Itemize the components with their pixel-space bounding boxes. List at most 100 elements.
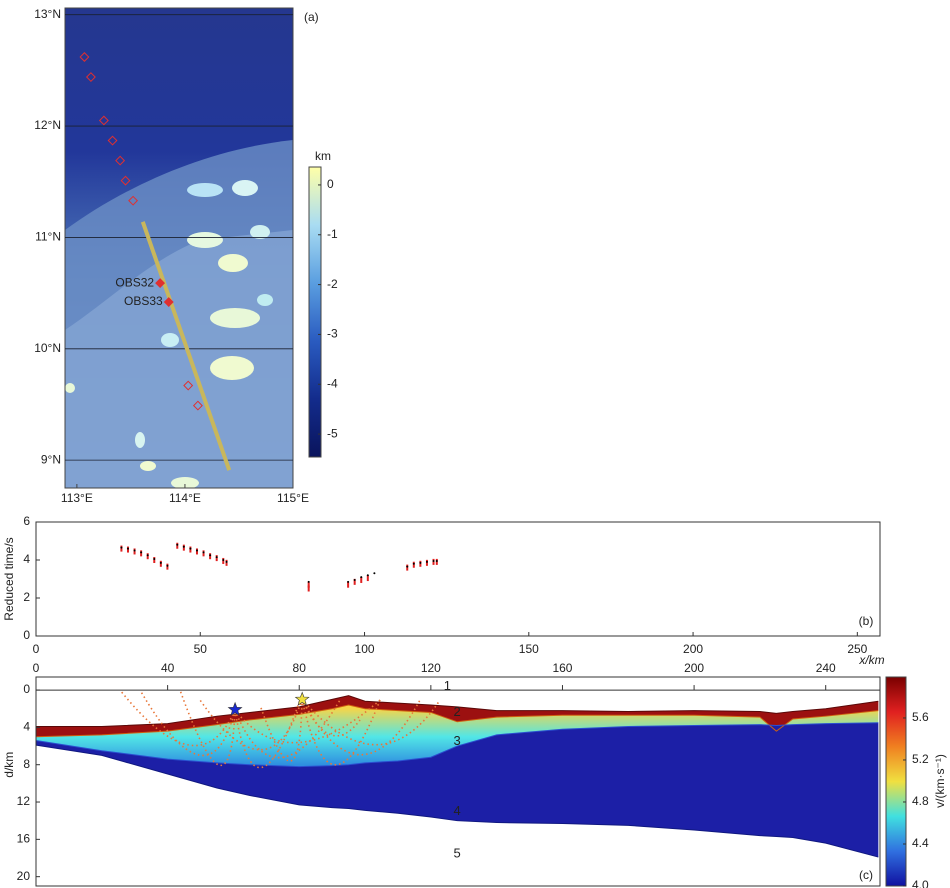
layer-fill <box>36 695 879 737</box>
colorbar-tick-label: -2 <box>327 277 338 291</box>
station-star <box>227 701 243 717</box>
x-tick-label: 113°E <box>61 491 93 505</box>
pick-observed <box>353 578 356 585</box>
station <box>107 135 118 146</box>
y-tick-label: 6 <box>23 514 30 528</box>
y-tick-label: 0 <box>23 682 30 696</box>
x-tick-label: 0 <box>33 661 40 675</box>
pick-observed <box>366 575 369 582</box>
station-star <box>294 691 310 706</box>
layer-label: 2 <box>454 704 461 719</box>
pick-calculated <box>412 562 415 565</box>
layer-label: 1 <box>444 678 451 693</box>
y-tick-label: 12 <box>17 794 31 808</box>
colorbar-tick-label: -4 <box>327 376 338 390</box>
y-tick-label: 4 <box>23 552 30 566</box>
pick-calculated <box>153 558 156 561</box>
pick-calculated <box>209 554 212 557</box>
colorbar-tick-label: 4.8 <box>912 794 929 808</box>
colorbar-label: v/(km·s⁻¹) <box>933 754 947 808</box>
pick-calculated <box>360 576 363 579</box>
x-tick-label: 160 <box>552 661 572 675</box>
station <box>120 175 131 186</box>
pick-calculated <box>307 580 310 583</box>
station <box>183 380 194 391</box>
station-label: OBS32 <box>115 275 154 289</box>
pick-calculated <box>189 547 192 550</box>
map-frame <box>64 7 294 489</box>
pick-calculated <box>176 543 179 546</box>
x-tick-label: 240 <box>816 661 836 675</box>
pick-calculated <box>166 564 169 567</box>
colorbar-tick-label: 5.2 <box>912 752 929 766</box>
pick-calculated <box>353 578 356 581</box>
x-tick-label: 50 <box>194 642 208 656</box>
station <box>192 400 203 411</box>
profile-line <box>140 221 232 471</box>
y-tick-label: 12°N <box>34 118 61 132</box>
y-tick-label: 9°N <box>41 452 61 466</box>
y-tick-label: 20 <box>17 869 31 883</box>
panel-label: (c) <box>859 868 873 882</box>
pick-calculated <box>435 559 438 562</box>
pick-calculated <box>347 580 350 583</box>
pick-calculated <box>366 574 369 577</box>
station <box>155 278 166 289</box>
colorbar-label: km <box>315 149 331 163</box>
interface <box>36 695 879 727</box>
ray-paths <box>119 689 441 769</box>
pick-calculated <box>182 545 185 548</box>
colorbar <box>885 676 907 887</box>
station <box>98 115 109 126</box>
station <box>128 195 139 206</box>
colorbar-tick-label: -3 <box>327 327 338 341</box>
colorbar-tick-label: 4.4 <box>912 836 929 850</box>
colorbar <box>308 166 322 458</box>
x-tick-label: 150 <box>519 642 539 656</box>
colorbar-tick-label: 4.0 <box>912 878 929 888</box>
x-tick-label: 200 <box>683 642 703 656</box>
y-tick-label: 2 <box>23 590 30 604</box>
pick-observed <box>307 585 310 592</box>
layer-fill <box>36 722 879 858</box>
pick-calculated <box>126 547 129 550</box>
x-tick-label: 250 <box>847 642 867 656</box>
plot-frame <box>35 521 881 637</box>
layer-label: 4 <box>454 803 461 818</box>
x-tick-label: 100 <box>355 642 375 656</box>
x-tick-label: 40 <box>161 661 175 675</box>
pick-calculated <box>146 554 149 557</box>
x-tick-label: 200 <box>684 661 704 675</box>
station-label: OBS33 <box>124 294 163 308</box>
station <box>115 155 126 166</box>
pick-calculated <box>140 551 143 554</box>
model-area <box>36 695 879 858</box>
y-tick-label: 0 <box>23 628 30 642</box>
y-tick-label: 11°N <box>35 230 61 244</box>
pick-calculated <box>133 549 136 552</box>
y-tick-label: 8 <box>23 757 30 771</box>
y-tick-label: 10°N <box>34 341 61 355</box>
pick-calculated <box>195 549 198 552</box>
layer-label: 5 <box>454 846 461 861</box>
station <box>85 72 96 82</box>
map-background <box>65 8 293 488</box>
pick-calculated <box>425 560 428 563</box>
x-tick-label: 80 <box>293 661 307 675</box>
y-tick-label: 4 <box>23 720 30 734</box>
x-axis-label: x/km <box>858 653 884 667</box>
colorbar-tick-label: 0 <box>327 177 334 191</box>
pick-calculated <box>215 556 218 559</box>
interface <box>36 744 879 858</box>
plot-frame <box>35 676 881 887</box>
panel-label: (a) <box>304 10 319 24</box>
y-axis-label: Reduced time/s <box>2 537 16 620</box>
pick-calculated <box>373 572 376 575</box>
colorbar-tick-label: -5 <box>327 426 338 440</box>
x-tick-label: 120 <box>421 661 441 675</box>
x-tick-label: 114°E <box>169 491 201 505</box>
colorbar-tick-label: 5.6 <box>912 710 929 724</box>
pick-observed <box>307 581 310 588</box>
pick-calculated <box>419 561 422 564</box>
